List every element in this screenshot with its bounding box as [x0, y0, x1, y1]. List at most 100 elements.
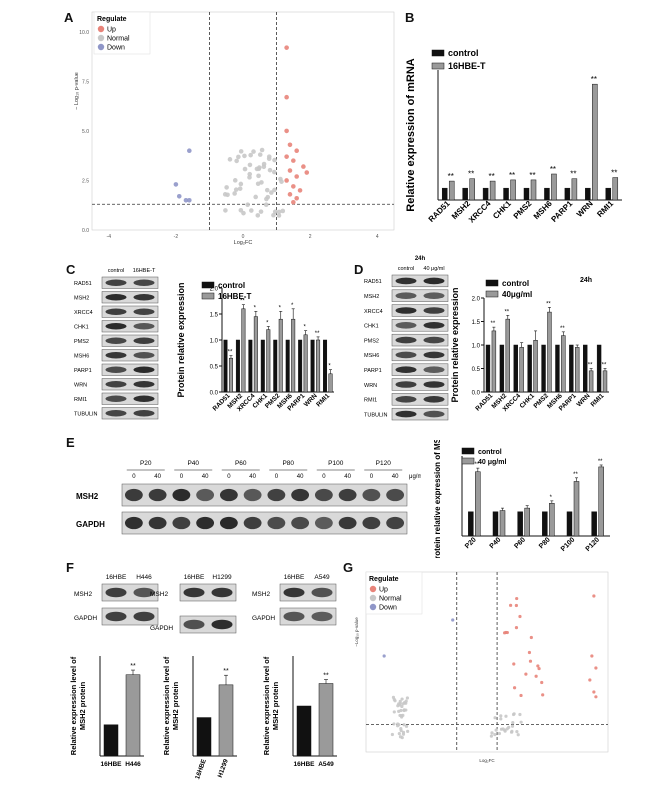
x-tick-label: 16HBE [101, 761, 123, 768]
bar-control-parp1 [569, 344, 574, 393]
legend-swatch [201, 281, 215, 289]
significance-mark: ** [550, 165, 556, 174]
blot-chk1-band [395, 321, 417, 329]
blot-msh2-band [395, 292, 417, 300]
x-tick-label: P60 [513, 536, 527, 550]
significance-mark: ** [598, 459, 603, 465]
legend-title: Regulate [97, 16, 127, 23]
volcano-point [253, 194, 258, 200]
bar-16hbet-xrcc4 [489, 180, 496, 201]
x-tick-label: P40 [489, 536, 503, 550]
y-tick-label: 5.0 [82, 129, 89, 135]
blot-e-gapdh-band [314, 516, 333, 530]
y-tick-label: 1.5 [210, 313, 219, 319]
blot-f-gapdh-band [311, 611, 333, 622]
bar-control-msh6 [544, 187, 550, 201]
blot-e-msh2-band [196, 488, 215, 502]
legend-label: Down [379, 605, 397, 612]
blot-e-gapdh-band [362, 516, 381, 530]
volcano-point [284, 178, 289, 183]
significance-mark: ** [588, 363, 593, 369]
blot-pms2-band [133, 337, 155, 344]
x-tick-label: 16HBE [294, 761, 316, 768]
volcano-point [512, 662, 516, 666]
blot-tubulin-strip [391, 407, 449, 421]
blot-e-msh2-band [386, 488, 405, 502]
bar-40gml-p80 [549, 503, 555, 537]
bar-16hbet-wrn [592, 83, 598, 201]
volcano-point [271, 212, 276, 218]
blot-parp1-strip [391, 363, 449, 376]
blot-rmi1-strip [391, 393, 449, 406]
protein-label-msh2: MSH2 [252, 591, 270, 598]
bar-control-parp1 [564, 187, 571, 201]
volcano-point [494, 728, 498, 732]
volcano-point [397, 732, 401, 736]
y-axis-label: Protein relative expression of MSH2 [433, 440, 442, 558]
legend-label: 16HBE-T [218, 292, 251, 301]
bar-h446 [125, 674, 141, 757]
chart-title: 24h [580, 277, 592, 284]
blot-chk1-band [423, 321, 445, 329]
legend-label: Normal [107, 36, 130, 43]
protein-label-msh2: MSH2 [76, 492, 99, 501]
blot-f-msh2-band [133, 587, 155, 598]
volcano-point [592, 594, 596, 598]
volcano-point [255, 181, 261, 187]
blot-e-msh2-band [267, 488, 286, 502]
significance-mark: ** [488, 172, 494, 181]
bar-16hbet-rmi1 [612, 177, 619, 201]
blot-e-gapdh-band [196, 516, 215, 530]
legend-dot [97, 43, 105, 51]
blot-pms2-band [105, 337, 127, 344]
volcano-point [519, 720, 523, 724]
volcano-point [398, 703, 402, 707]
protein-label-msh2: MSH2 [364, 294, 379, 300]
x-tick-label: XRCC4 [467, 199, 493, 225]
volcano-point [528, 659, 533, 663]
bar-control-msh2 [499, 344, 505, 393]
bar-control-chk1 [527, 344, 532, 393]
legend-swatch [431, 49, 445, 57]
legend-label: Up [379, 587, 388, 594]
lane-label: H1299 [212, 574, 232, 581]
lane-label: control [398, 266, 415, 272]
y-axis-label-line2: MSH2 protein [271, 681, 280, 730]
y-axis-label-line2: MSH2 protein [171, 681, 180, 730]
dose-label: 0 [180, 474, 184, 480]
bar-16hbe [296, 705, 312, 757]
significance-mark: ** [529, 171, 535, 180]
volcano-point [264, 196, 269, 202]
blot-chk1-band [105, 323, 127, 330]
volcano-plot-g: Log₂FC −Log₁₀ p-value Regulate Up Normal Down [354, 571, 609, 763]
dose-label: 40 [154, 474, 161, 480]
volcano-point [404, 699, 408, 703]
volcano-point [291, 199, 296, 205]
x-tick-label: WRN [576, 392, 592, 408]
blot-e-gapdh-band [338, 516, 357, 530]
western-blot-e: P20 0 40 P40 0 40 P60 0 40 P80 0 40 P100 0 40 P120 0 40 μg… [76, 460, 421, 535]
bar-16hbet-pms2 [530, 179, 537, 201]
y-tick-label: 2.0 [210, 287, 219, 293]
western-blot-f-h1299: 16HBE H1299 MSH2 GAPDH [150, 574, 237, 634]
bar-control-p60 [517, 511, 523, 537]
legend-dot [97, 25, 105, 33]
y-tick-label: 1.0 [472, 344, 481, 350]
volcano-point [248, 152, 253, 158]
blot-e-msh2-strip [121, 483, 408, 507]
volcano-point [254, 166, 260, 172]
volcano-point [304, 170, 310, 175]
volcano-point [499, 714, 503, 718]
volcano-point [514, 626, 519, 630]
volcano-point [406, 729, 410, 733]
volcano-point [489, 734, 493, 738]
significance-mark: ** [504, 309, 509, 315]
volcano-point [256, 173, 261, 179]
blot-rad51-strip [391, 274, 449, 288]
volcano-point [518, 614, 522, 619]
blot-f-gapdh-band [211, 619, 233, 630]
significance-mark: * [291, 303, 294, 309]
volcano-point [238, 149, 244, 154]
x-tick-label: CHK1 [491, 199, 513, 221]
